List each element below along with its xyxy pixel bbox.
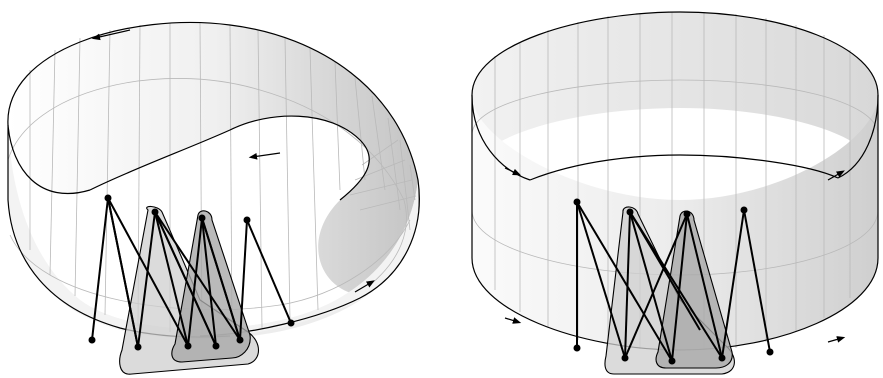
cylinder-panel xyxy=(471,11,879,375)
mobius-graph-vertices xyxy=(88,194,295,351)
cylinder-graph-edges xyxy=(576,201,771,362)
vertex xyxy=(626,208,634,216)
mobius-surface-back xyxy=(7,22,420,296)
vertex xyxy=(683,210,691,218)
vertex xyxy=(573,344,581,352)
arrow-icon xyxy=(504,167,846,343)
vertex xyxy=(88,336,96,344)
vertex xyxy=(668,357,676,365)
vertex xyxy=(236,336,244,344)
vertex xyxy=(621,354,629,362)
vertex xyxy=(184,342,192,350)
vertex xyxy=(287,319,295,327)
arrow-icon xyxy=(91,29,375,293)
mobius-graph-edges xyxy=(91,197,292,348)
vertex xyxy=(104,194,112,202)
vertex xyxy=(151,208,159,216)
vertex xyxy=(243,216,251,224)
vertex xyxy=(212,342,220,350)
vertex xyxy=(198,214,206,222)
vertex xyxy=(766,348,774,356)
vertex xyxy=(718,354,726,362)
vertex xyxy=(740,206,748,214)
cylinder-graph-vertices xyxy=(573,198,774,365)
vertex xyxy=(134,343,142,351)
cylinder-front-wall xyxy=(472,95,878,350)
vertex xyxy=(573,198,581,206)
mobius-panel xyxy=(7,21,420,375)
cylinder-back-wall xyxy=(472,12,878,175)
